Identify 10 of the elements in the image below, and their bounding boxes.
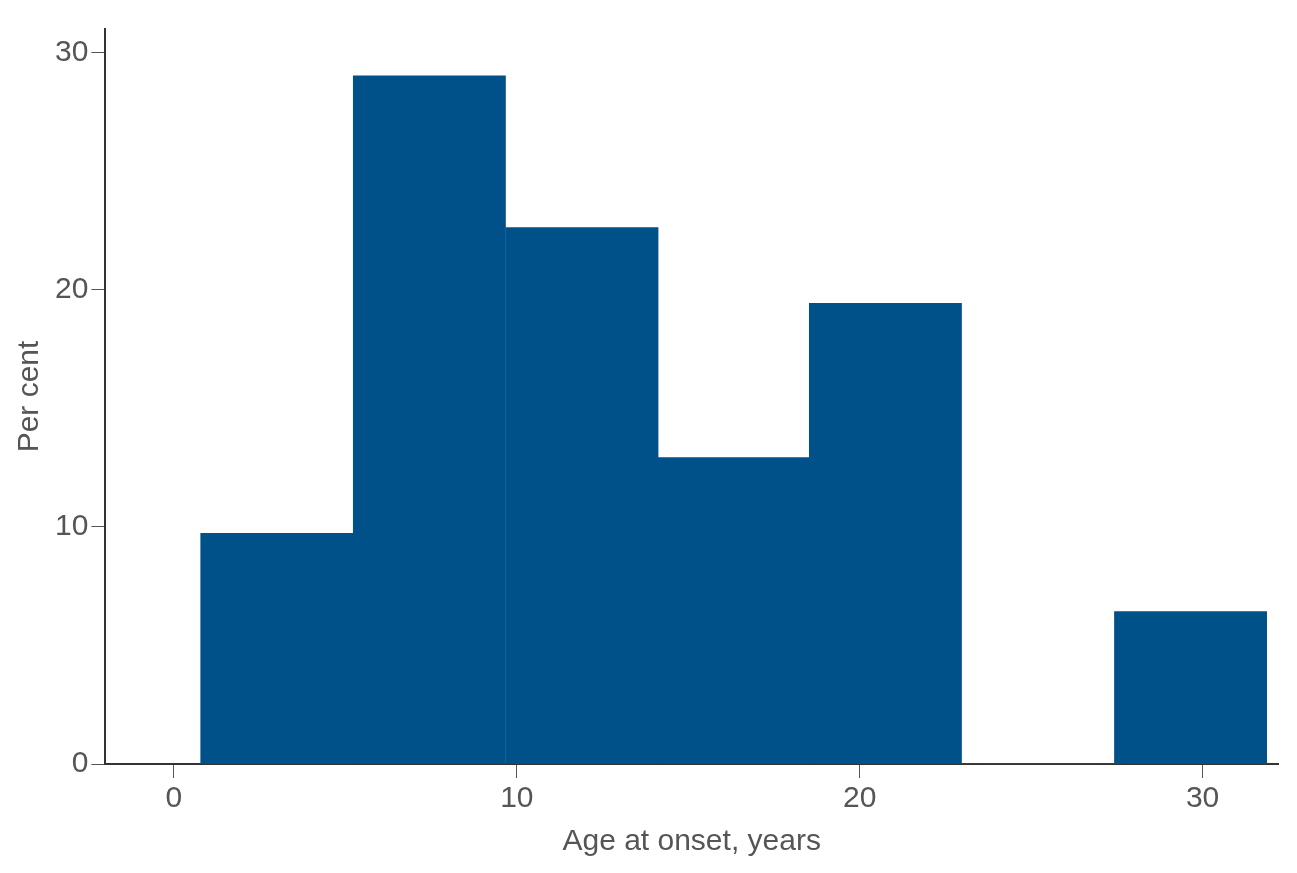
y-axis-title: Per cent	[11, 339, 45, 453]
x-tick-label: 30	[1185, 780, 1220, 814]
y-tick-label: 20	[54, 271, 89, 305]
y-tick-label: 0	[71, 745, 89, 779]
x-tick-label: 20	[843, 780, 877, 814]
x-tick-label: 0	[165, 780, 183, 814]
y-tick-label: 30	[54, 33, 89, 67]
x-tick-label: 10	[500, 780, 534, 814]
x-axis-title: Age at onset, years	[562, 823, 821, 857]
y-tick-label: 10	[54, 508, 89, 542]
